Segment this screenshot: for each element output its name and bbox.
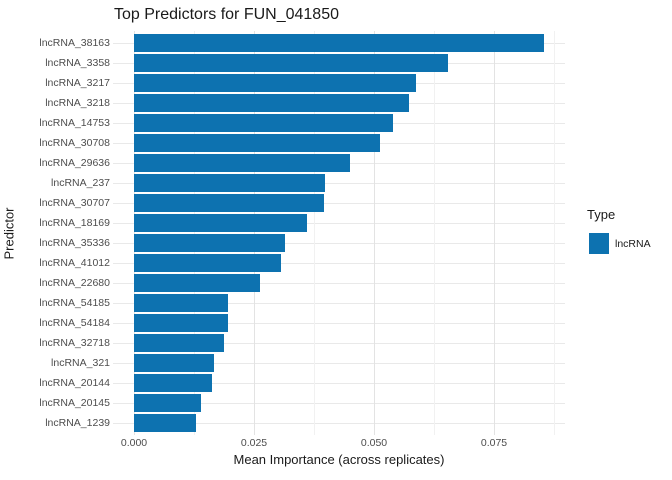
y-tick-label: lncRNA_35336 [39, 237, 110, 249]
y-axis-tick-labels: lncRNA_38163 lncRNA_3358 lncRNA_3217 lncRNA… [0, 31, 110, 435]
y-tick-label: lncRNA_22680 [39, 277, 110, 289]
bar-lncRNA_18169 [134, 214, 307, 232]
bar-lncRNA_41012 [134, 254, 282, 272]
bar-lncRNA_3217 [134, 74, 416, 92]
x-axis-tick-labels: 0.000 0.025 0.050 0.075 [0, 437, 672, 451]
gridline-horizontal [113, 323, 565, 324]
y-tick-label: lncRNA_14753 [39, 117, 110, 129]
y-tick-label: lncRNA_54184 [39, 317, 110, 329]
y-tick-label: lncRNA_29636 [39, 157, 110, 169]
gridline-minor [554, 31, 555, 435]
gridline-horizontal [113, 203, 565, 204]
gridline-horizontal [113, 303, 565, 304]
chart-title: Top Predictors for FUN_041850 [114, 6, 339, 23]
bar-lncRNA_321 [134, 354, 214, 372]
bar-lncRNA_14753 [134, 114, 394, 132]
y-tick-label: lncRNA_30707 [39, 197, 110, 209]
gridline-minor [314, 31, 315, 435]
bar-lncRNA_1239 [134, 414, 197, 432]
y-tick-label: lncRNA_18169 [39, 217, 110, 229]
bar-lncRNA_30708 [134, 134, 381, 152]
legend-item: lncRNA [587, 233, 651, 254]
gridline-horizontal [113, 243, 565, 244]
bar-lncRNA_35336 [134, 234, 285, 252]
y-tick-label: lncRNA_30708 [39, 137, 110, 149]
gridline-horizontal [113, 423, 565, 424]
bar-lncRNA_3358 [134, 54, 448, 72]
bar-lncRNA_30707 [134, 194, 324, 212]
y-tick-label: lncRNA_3218 [45, 97, 110, 109]
y-tick-label: lncRNA_41012 [39, 257, 110, 269]
y-tick-label: lncRNA_32718 [39, 337, 110, 349]
y-tick-label: lncRNA_1239 [45, 417, 110, 429]
gridline-minor [194, 31, 195, 435]
gridline-major [134, 31, 135, 435]
y-tick-label: lncRNA_237 [51, 177, 110, 189]
gridline-horizontal [113, 223, 565, 224]
y-tick-label: lncRNA_20145 [39, 397, 110, 409]
y-tick-label: lncRNA_3217 [45, 77, 110, 89]
legend-key-swatch [589, 233, 609, 254]
bar-lncRNA_3218 [134, 94, 409, 112]
x-axis-title: Mean Importance (across replicates) [233, 452, 445, 467]
gridline-horizontal [113, 343, 565, 344]
y-tick-label: lncRNA_38163 [39, 37, 110, 49]
gridline-minor [434, 31, 435, 435]
gridline-horizontal [113, 263, 565, 264]
x-tick-label: 0.025 [240, 437, 268, 449]
gridline-horizontal [113, 383, 565, 384]
bar-lncRNA_54184 [134, 314, 228, 332]
y-tick-label: lncRNA_3358 [45, 57, 110, 69]
plot-panel [113, 31, 565, 435]
bar-lncRNA_20144 [134, 374, 212, 392]
bar-lncRNA_22680 [134, 274, 260, 292]
bar-lncRNA_20145 [134, 394, 202, 412]
gridline-horizontal [113, 363, 565, 364]
x-tick-label: 0.000 [120, 437, 148, 449]
bar-lncRNA_29636 [134, 154, 350, 172]
y-tick-label: lncRNA_20144 [39, 377, 110, 389]
bar-lncRNA_54185 [134, 294, 229, 312]
bar-lncRNA_38163 [134, 34, 545, 52]
legend-item-label: lncRNA [615, 237, 651, 250]
x-tick-label: 0.075 [480, 437, 508, 449]
gridline-major [494, 31, 495, 435]
legend-title: Type [587, 207, 616, 222]
gridline-horizontal [113, 283, 565, 284]
gridline-horizontal [113, 403, 565, 404]
y-tick-label: lncRNA_321 [51, 357, 110, 369]
bar-lncRNA_237 [134, 174, 325, 192]
bar-lncRNA_32718 [134, 334, 224, 352]
legend: Type lncRNA [587, 207, 651, 254]
gridline-major [374, 31, 375, 435]
y-tick-label: lncRNA_54185 [39, 297, 110, 309]
x-tick-label: 0.050 [360, 437, 388, 449]
gridline-horizontal [113, 183, 565, 184]
gridline-major [254, 31, 255, 435]
